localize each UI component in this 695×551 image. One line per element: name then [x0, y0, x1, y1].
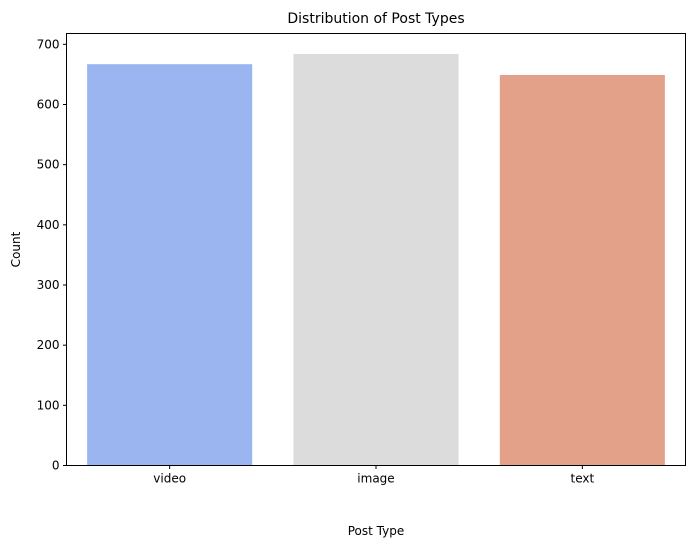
x-tick-label: video — [153, 472, 186, 486]
x-tick-label: text — [570, 472, 594, 486]
y-tick-label: 600 — [37, 97, 60, 111]
y-tick-label: 300 — [37, 278, 60, 292]
bar-image — [293, 53, 459, 466]
chart-title: Distribution of Post Types — [287, 11, 464, 27]
y-tick-label: 0 — [52, 459, 60, 473]
x-axis-label: Post Type — [348, 524, 404, 538]
x-axis-ticks: video image text — [153, 465, 594, 486]
bars-layer — [87, 53, 665, 466]
x-tick-label: image — [357, 472, 394, 486]
y-axis-label: Count — [9, 231, 23, 267]
y-axis-ticks: 0 100 200 300 400 500 600 700 — [37, 37, 67, 473]
y-tick-label: 500 — [37, 158, 60, 172]
y-tick-label: 100 — [37, 398, 60, 412]
y-tick-label: 700 — [37, 37, 60, 51]
plot-frame — [66, 33, 686, 466]
bar-video — [87, 64, 253, 466]
bar-text — [499, 75, 665, 466]
y-tick-label: 400 — [37, 218, 60, 232]
y-tick-label: 200 — [37, 338, 60, 352]
